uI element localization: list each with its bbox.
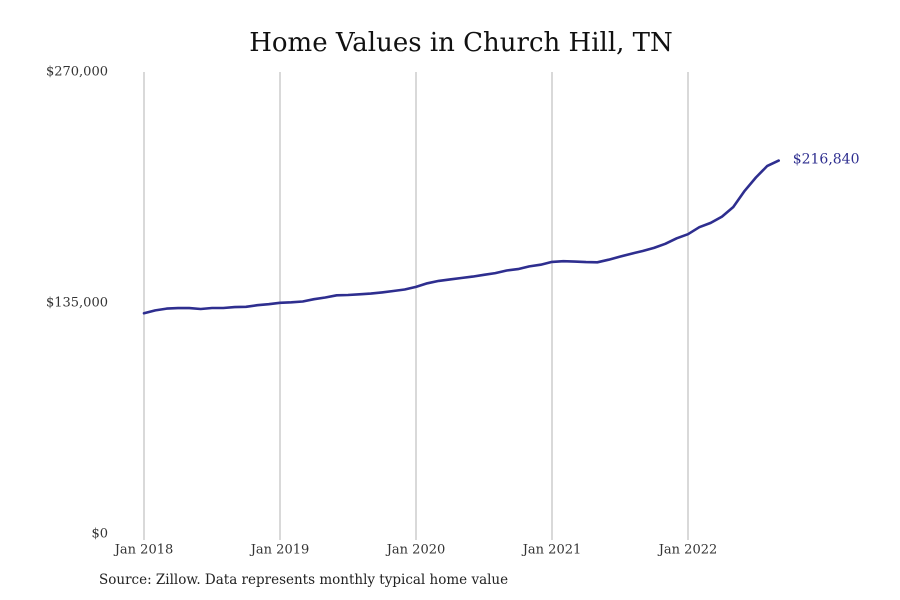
grid-lines: [143, 72, 689, 540]
x-tick-label: Jan 2022: [657, 543, 718, 558]
y-tick-label: $0: [91, 527, 108, 542]
chart-title: Home Values in Church Hill, TN: [249, 28, 673, 58]
x-tick-label: Jan 2018: [113, 543, 174, 558]
y-tick-label: $135,000: [46, 296, 108, 311]
end-value-label: $216,840: [793, 152, 860, 168]
series-layer: [142, 159, 781, 315]
x-tick-label: Jan 2021: [521, 543, 582, 558]
x-tick-label: Jan 2019: [249, 543, 310, 558]
source-note: Source: Zillow. Data represents monthly …: [99, 572, 509, 588]
x-tick-label: Jan 2020: [385, 543, 446, 558]
x-axis-ticks: Jan 2018 Jan 2019 Jan 2020 Jan 2021 Jan 2022: [113, 543, 718, 558]
y-axis-ticks: $0 $135,000 $270,000: [46, 65, 108, 542]
y-tick-label: $270,000: [46, 65, 108, 80]
series-line: [142, 159, 781, 315]
